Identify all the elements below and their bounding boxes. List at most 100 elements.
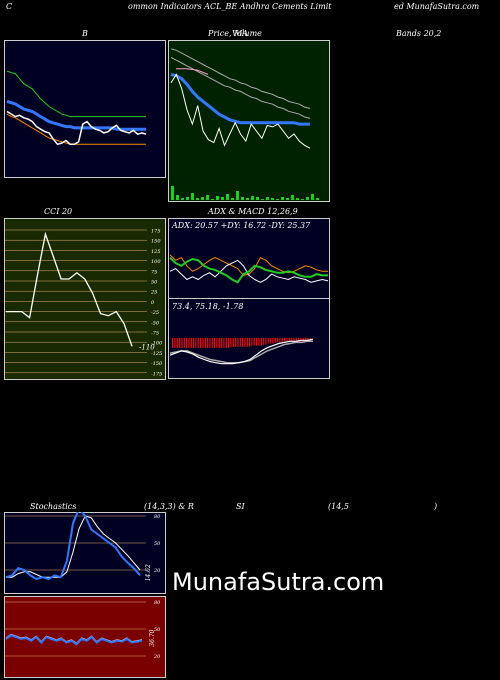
macd-hist-bar: [246, 338, 248, 347]
bollinger-series-3: [6, 110, 147, 146]
macd-hist-bar: [181, 338, 183, 348]
volume-bar: [236, 191, 239, 200]
cci-last-label: -110: [139, 343, 155, 351]
volume-bar: [201, 197, 204, 200]
stoch-title-c: SI: [236, 502, 245, 511]
macd-hist-bar: [174, 338, 176, 348]
volume-bar: [241, 197, 244, 200]
volume-bar: [221, 197, 224, 200]
cci-tick-label: 75: [151, 269, 157, 275]
macd-hist-bar: [279, 338, 281, 343]
macd-hist-bar: [237, 338, 239, 347]
macd-hist-bar: [286, 338, 288, 342]
macd-hist-bar: [281, 338, 283, 343]
rsi-chart: 80 50 20 36.70: [4, 596, 166, 678]
volume-bar: [296, 198, 299, 200]
macd-hist-bar: [256, 338, 258, 346]
macd-hist-bar: [211, 338, 213, 348]
cci-tick-label: -75: [151, 331, 159, 337]
macd-hist-bar: [242, 338, 244, 347]
volume-bar: [246, 198, 249, 200]
macd-hist-bar: [302, 338, 304, 342]
cci-tick-label: -25: [151, 310, 159, 316]
adx-macd-chart: ADX: 20.57 +DY: 16.72 -DY: 25.37 73.4, 7…: [168, 218, 330, 379]
macd-label: 73.4, 75.18, -1.78: [172, 302, 243, 311]
volume-bar: [266, 197, 269, 200]
macd-hist-bar: [218, 338, 220, 348]
macd-hist-bar: [263, 338, 265, 345]
macd-hist-bar: [249, 338, 251, 347]
macd-hist-bar: [244, 338, 246, 347]
macd-hist-bar: [267, 338, 269, 344]
volume-bar: [286, 198, 289, 200]
macd-hist-bar: [172, 338, 174, 348]
macd-hist-bar: [251, 338, 253, 346]
stoch-title-a: Stochastics: [30, 502, 77, 511]
macd-hist-bar: [293, 338, 295, 342]
volume-bar: [311, 194, 314, 200]
stoch-tick-label: 80: [154, 514, 161, 520]
macd-hist-bar: [291, 338, 293, 342]
macd-hist-bar: [265, 338, 267, 345]
cci-tick-label: -150: [151, 361, 163, 367]
stoch-tick-label: 20: [153, 568, 161, 574]
stoch-k-line: [5, 512, 141, 581]
rsi-line: [5, 634, 143, 646]
cci-chart: 175 150 125 100 75 50 25 0 -25 -50 -75 -100 -125 -150…: [4, 218, 166, 380]
macd-hist-bar: [272, 338, 274, 344]
stoch-d-line: [6, 515, 141, 578]
rsi-tick-label: 50: [154, 627, 161, 633]
stoch-tick-label: 50: [154, 541, 161, 547]
bollinger-series-2: [6, 113, 146, 145]
volume-bar: [206, 195, 209, 200]
volume-bar: [231, 198, 234, 200]
macd-hist-bar: [193, 338, 195, 348]
volume-bar: [211, 199, 214, 200]
cci-tick-label: -175: [151, 371, 162, 377]
cci-tick-label: 0: [151, 300, 155, 306]
cci-tick-label: 25: [150, 290, 157, 296]
volume-bar: [281, 197, 284, 200]
rsi-tick-label: 20: [153, 654, 161, 660]
macd-hist-bar: [216, 338, 218, 348]
macd-hist-bar: [195, 338, 197, 348]
volume-bar: [186, 197, 189, 200]
volume-bar: [291, 195, 294, 200]
price-series-2: [170, 72, 310, 126]
cci-line: [6, 231, 133, 347]
macd-hist-bar: [207, 338, 209, 348]
bollinger-chart: [4, 40, 166, 178]
header-site: ed MunafaSutra.com: [394, 2, 480, 11]
stoch-title-e: ): [434, 502, 438, 511]
macd-hist-bar: [186, 338, 188, 348]
rsi-last-label: 36.70: [149, 629, 156, 646]
volume-bar: [181, 198, 184, 200]
macd-hist-bar: [190, 338, 192, 348]
volume-bar: [196, 198, 199, 200]
bollinger-title: B: [82, 29, 88, 38]
macd-hist-bar: [260, 338, 262, 346]
macd-hist-bar: [239, 338, 241, 347]
volume-bar: [226, 194, 229, 200]
price-ma-chart: [168, 40, 330, 202]
macd-hist-bar: [232, 338, 234, 347]
cci-tick-label: -50: [151, 320, 160, 326]
macd-hist-bar: [298, 338, 300, 342]
volume-bar: [216, 196, 219, 200]
macd-hist-bar: [258, 338, 260, 346]
volume-bar: [316, 198, 319, 200]
cci-tick-label: -125: [151, 351, 162, 357]
macd-hist-bar: [277, 338, 279, 343]
macd-hist-bar: [228, 338, 230, 348]
macd-hist-bar: [305, 338, 307, 342]
volume-bar: [301, 199, 304, 200]
macd-hist-bar: [253, 338, 255, 346]
cci-tick-label: -100: [151, 341, 163, 347]
volume-bar: [276, 199, 279, 200]
macd-hist-bar: [209, 338, 211, 348]
adx-label: ADX: 20.57 +DY: 16.72 -DY: 25.37: [171, 221, 311, 230]
price-pink-ma: [176, 68, 209, 75]
price-series-0: [170, 48, 311, 109]
volume-title: Volume: [232, 29, 262, 38]
